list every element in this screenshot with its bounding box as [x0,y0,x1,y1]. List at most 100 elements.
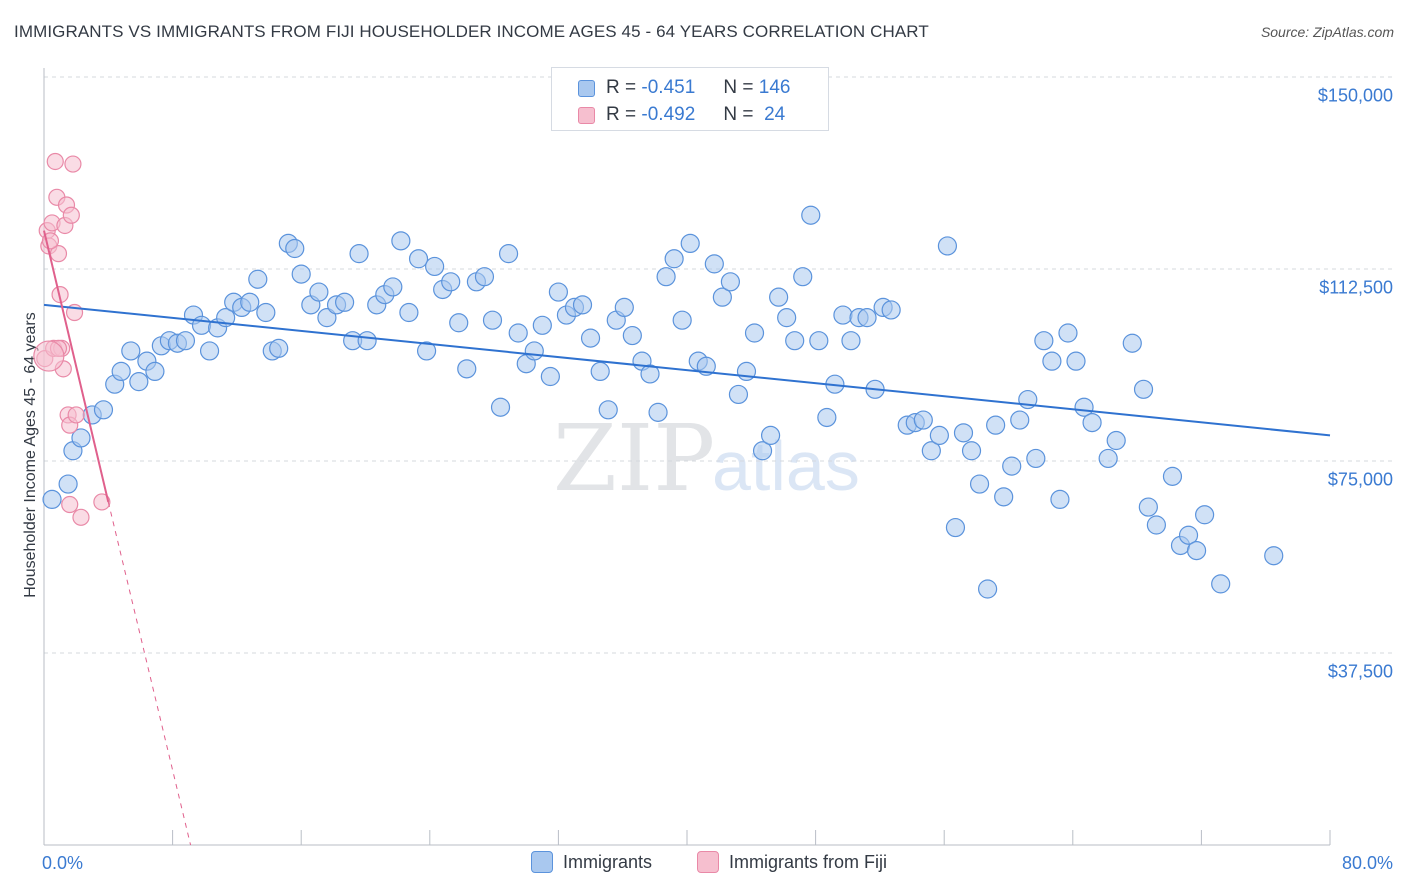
data-point-immigrants [391,231,411,251]
data-point-immigrants [335,292,355,312]
data-point-immigrants [953,423,974,443]
data-point-immigrants [121,341,141,361]
legend-item-immigrants: Immigrants [531,851,652,873]
data-point-immigrants [490,397,511,417]
data-point-immigrants [1010,410,1030,430]
data-point-immigrants [857,308,877,328]
data-point-immigrants [1034,331,1054,351]
data-point-immigrants [580,328,601,348]
data-point-immigrants [383,277,403,297]
data-point-immigrants [399,302,419,323]
data-point-fiji [64,155,82,173]
data-point-immigrants [640,364,660,384]
data-point-immigrants [58,474,78,494]
data-point-immigrants [416,341,437,361]
y-tick-label: $37,500 [1327,661,1393,682]
y-tick-label: $112,500 [1319,277,1393,298]
data-point-immigrants [622,325,642,346]
data-point-immigrants [317,308,337,328]
data-point-fiji [61,495,79,514]
data-point-immigrants [524,341,544,361]
data-point-immigrants [1211,574,1231,594]
data-point-immigrants [704,254,724,274]
data-point-fiji [72,508,90,526]
data-point-immigrants [801,205,821,225]
series-legend: Immigrants Immigrants from Fiji [0,851,1406,877]
data-point-immigrants [769,287,789,307]
data-point-fiji [46,152,64,171]
data-point-immigrants [1195,505,1215,525]
data-point-immigrants [93,400,114,420]
data-point-fiji [33,340,65,372]
data-point-immigrants [1026,448,1046,469]
data-point-immigrants [969,474,990,494]
data-point-immigrants [680,233,700,253]
data-point-immigrants [248,269,268,289]
data-point-immigrants [1098,448,1118,469]
x-tick-label-min: 0.0% [42,853,84,873]
trendline-fiji [43,230,110,503]
data-point-immigrants [474,267,495,287]
n-value: 146 [758,77,791,98]
data-point-immigrants [199,341,220,361]
legend-row-immigrants: R = -0.451 N = 146 [578,76,790,100]
blue-swatch-icon [578,79,595,97]
data-point-immigrants [614,297,634,317]
data-point-immigrants [1133,379,1154,399]
data-point-immigrants [1050,489,1070,509]
blue-swatch-icon [531,851,553,873]
data-point-immigrants [881,300,901,320]
data-point-immigrants [833,305,853,325]
data-point-immigrants [357,331,377,351]
y-tick-label: $75,000 [1327,469,1393,490]
r-label: R = [606,77,637,98]
data-point-immigrants [175,331,196,351]
data-point-immigrants [809,331,829,351]
data-point-immigrants [408,249,429,269]
data-point-immigrants [240,292,260,312]
data-point-immigrants [457,359,477,379]
data-point-immigrants [994,487,1014,507]
data-point-immigrants [498,244,519,264]
data-point-immigrants [349,244,369,264]
data-point-immigrants [1082,413,1102,433]
data-point-immigrants [1264,546,1284,566]
data-point-immigrants [913,410,933,430]
data-point-immigrants [1066,351,1086,371]
data-point-fiji [67,406,85,424]
data-point-immigrants [508,323,528,343]
data-point-immigrants [929,425,949,445]
correlation-legend: R = -0.451 N = 146 R = -0.492 N = 24 [551,67,829,131]
data-point-immigrants [777,308,797,328]
data-point-immigrants [937,236,958,256]
x-tick-label-max: 80.0% [1341,853,1393,873]
data-point-immigrants [42,489,62,509]
data-point-immigrants [720,272,741,292]
data-point-immigrants [129,372,149,392]
data-point-immigrants [269,338,289,358]
data-point-immigrants [945,517,966,538]
trendline-immigrants [43,303,1331,437]
watermark-zip: ZIP [553,405,715,512]
data-point-immigrants [664,249,684,269]
trendline-fiji-extension [107,501,192,846]
data-point-immigrants [712,287,732,307]
data-point-immigrants [1122,333,1142,353]
r-label: R = [606,104,637,125]
legend-item-fiji: Immigrants from Fiji [697,851,887,873]
data-point-immigrants [841,331,861,351]
data-point-immigrants [191,315,212,335]
data-point-immigrants [590,361,610,381]
data-point-immigrants [111,361,131,381]
data-point-immigrants [572,295,593,315]
legend-label: Immigrants from Fiji [729,851,888,872]
data-point-immigrants [961,441,982,461]
data-point-fiji [93,493,111,511]
data-point-immigrants [1138,497,1158,517]
legend-row-fiji: R = -0.492 N = 24 [578,103,785,127]
data-point-immigrants [1146,515,1166,535]
data-point-immigrants [1186,540,1207,561]
n-label: N = [723,77,754,98]
y-tick-label: $150,000 [1317,85,1393,106]
watermark-atlas: atlas [712,427,860,505]
